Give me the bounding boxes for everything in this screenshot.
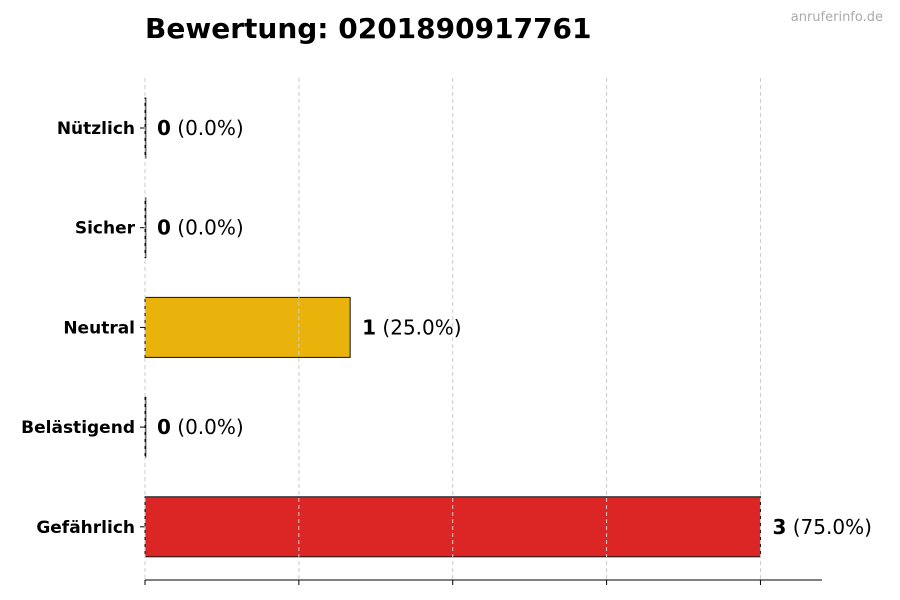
y-tick-label: Belästigend: [21, 418, 135, 438]
data-label: 0 (0.0%): [157, 116, 244, 140]
data-label: 0 (0.0%): [157, 415, 244, 439]
watermark: anruferinfo.de: [790, 10, 883, 25]
data-label: 3 (75.0%): [772, 515, 871, 539]
data-label: 1 (25.0%): [362, 315, 461, 339]
y-tick-label: Nützlich: [57, 119, 135, 139]
bar: [144, 296, 351, 358]
y-tick-label: Gefährlich: [36, 518, 135, 538]
chart-title: Bewertung: 0201890917761: [145, 12, 592, 45]
bar: [144, 396, 147, 458]
y-tick-label: Neutral: [63, 318, 135, 338]
data-label: 0 (0.0%): [157, 216, 244, 240]
y-tick-label: Sicher: [75, 219, 136, 239]
